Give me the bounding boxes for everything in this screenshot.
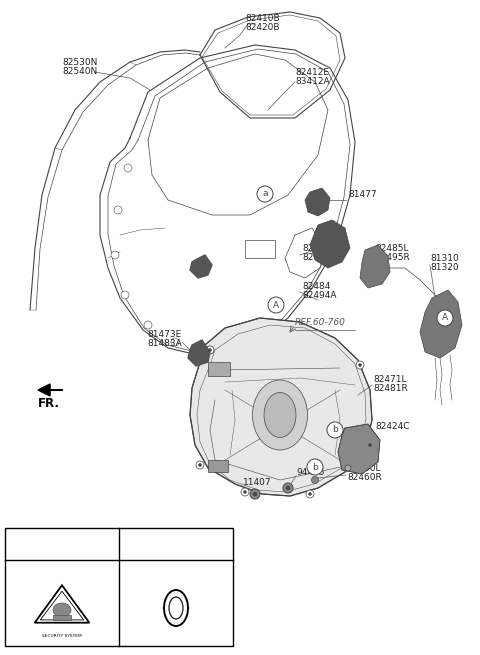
Ellipse shape [169,597,183,619]
Text: a: a [16,540,22,548]
Circle shape [124,164,132,172]
Bar [53,615,71,620]
Text: 82481R: 82481R [373,384,408,393]
Text: A: A [273,301,279,310]
Text: 82450L: 82450L [347,464,381,473]
Circle shape [257,186,273,202]
Circle shape [199,464,202,466]
Polygon shape [310,220,350,268]
Bar [5,528,233,646]
Text: 82495R: 82495R [375,253,410,262]
Text: REF.60-760: REF.60-760 [295,318,346,327]
Text: 83412A: 83412A [295,77,330,86]
Circle shape [111,251,119,259]
Circle shape [345,465,351,471]
Text: a: a [262,189,268,198]
Text: 1731JE: 1731JE [144,538,175,547]
Text: FR.: FR. [38,397,60,410]
Circle shape [171,338,179,346]
Ellipse shape [53,603,71,617]
Text: 82655: 82655 [302,244,331,253]
Text: b: b [312,462,318,472]
Polygon shape [188,340,210,366]
Circle shape [327,422,343,438]
Circle shape [369,443,372,447]
Polygon shape [190,255,212,278]
Circle shape [356,361,364,369]
Circle shape [437,310,453,326]
Circle shape [268,297,284,313]
Text: b: b [332,426,338,434]
Text: 81477: 81477 [348,190,377,199]
Text: 81310: 81310 [430,254,459,263]
Text: 82494A: 82494A [302,291,336,300]
Text: 82460R: 82460R [347,473,382,482]
Circle shape [306,490,314,498]
Circle shape [241,488,249,496]
Text: b: b [130,540,136,548]
Circle shape [359,364,361,367]
Text: 82485L: 82485L [375,244,408,253]
Circle shape [114,206,122,214]
Text: SECURITY SYSTEM: SECURITY SYSTEM [42,634,82,638]
Text: 81320: 81320 [430,263,458,272]
Bar [245,240,275,258]
Circle shape [253,492,257,496]
Ellipse shape [264,392,296,438]
Text: WARNING: WARNING [50,626,74,631]
Polygon shape [38,384,50,396]
Circle shape [283,483,293,493]
Bar [208,362,230,376]
Text: 82530N: 82530N [62,58,97,67]
Ellipse shape [164,590,188,626]
Text: A: A [442,314,448,322]
Circle shape [144,321,152,329]
Circle shape [250,489,260,499]
Circle shape [206,346,214,354]
Text: 96111A: 96111A [30,538,65,547]
Circle shape [126,537,140,551]
Text: 82424C: 82424C [375,422,409,431]
Polygon shape [305,188,330,216]
Text: 94415: 94415 [296,468,324,477]
Circle shape [206,346,214,354]
Circle shape [286,486,290,490]
Polygon shape [35,586,89,623]
Text: 81483A: 81483A [147,339,182,348]
Text: 82665: 82665 [302,253,331,262]
Text: 81473E: 81473E [147,330,181,339]
Circle shape [309,493,312,495]
Circle shape [121,291,129,299]
Polygon shape [420,290,462,358]
Polygon shape [360,245,390,288]
Circle shape [312,476,319,483]
Text: 82410B: 82410B [245,14,280,23]
Text: 11407: 11407 [243,478,272,487]
Polygon shape [190,318,372,496]
Circle shape [196,461,204,469]
Text: 82484: 82484 [302,282,330,291]
Text: 82471L: 82471L [373,375,407,384]
Bar [208,460,228,472]
Text: 82420B: 82420B [245,23,279,32]
Ellipse shape [252,380,308,450]
Text: 82540N: 82540N [62,67,97,76]
Polygon shape [338,424,380,474]
Circle shape [307,459,323,475]
Circle shape [208,348,212,352]
Circle shape [12,537,26,551]
Circle shape [243,491,247,493]
Text: 82412E: 82412E [295,68,329,77]
Circle shape [366,441,374,449]
